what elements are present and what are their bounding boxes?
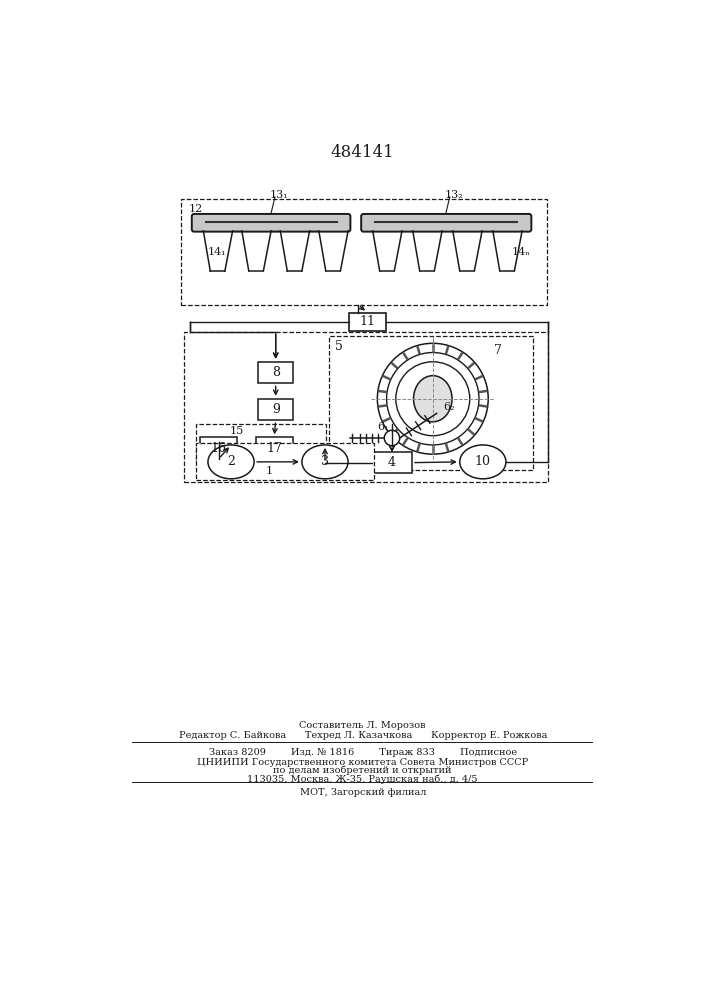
Circle shape: [396, 362, 469, 436]
Text: 16: 16: [211, 442, 227, 455]
Text: 15: 15: [229, 426, 244, 436]
Bar: [181, 199, 547, 305]
Text: 17: 17: [267, 442, 282, 455]
Circle shape: [378, 343, 489, 454]
Text: 9: 9: [271, 403, 280, 416]
Text: 13₁: 13₁: [269, 190, 288, 200]
FancyBboxPatch shape: [361, 214, 532, 232]
Text: МОТ, Загорский филиал: МОТ, Загорский филиал: [300, 788, 426, 797]
Text: по делам изобретений и открытий: по делам изобретений и открытий: [274, 766, 452, 775]
Text: Составитель Л. Морозов: Составитель Л. Морозов: [300, 721, 426, 730]
Circle shape: [385, 430, 399, 446]
Text: 484141: 484141: [331, 144, 395, 161]
Text: 14ₙ: 14ₙ: [512, 247, 531, 257]
Text: 8: 8: [271, 366, 280, 379]
Text: 12: 12: [189, 204, 203, 214]
Bar: [349, 312, 386, 331]
Bar: [329, 336, 533, 470]
Text: 5: 5: [335, 340, 343, 353]
Bar: [258, 399, 293, 420]
Text: 11: 11: [359, 315, 375, 328]
Text: 13₂: 13₂: [444, 190, 463, 200]
Bar: [197, 424, 326, 463]
Text: Редактор С. Байкова      Техред Л. Казачкова      Корректор Е. Рожкова: Редактор С. Байкова Техред Л. Казачкова …: [179, 732, 547, 740]
Text: 3: 3: [321, 455, 329, 468]
Ellipse shape: [208, 445, 254, 479]
Ellipse shape: [460, 445, 506, 479]
Text: ЦНИИПИ Государственного комитета Совета Министров СССР: ЦНИИПИ Государственного комитета Совета …: [197, 758, 528, 767]
Bar: [197, 443, 373, 480]
Bar: [256, 437, 293, 459]
Bar: [372, 452, 412, 473]
Ellipse shape: [414, 376, 452, 422]
Text: 7: 7: [494, 344, 502, 358]
Ellipse shape: [302, 445, 348, 479]
Text: 113035, Москва, Ж-35, Раушская наб., д. 4/5: 113035, Москва, Ж-35, Раушская наб., д. …: [247, 774, 478, 784]
Text: 6₁: 6₁: [377, 422, 388, 432]
Text: 2: 2: [227, 455, 235, 468]
Text: 1: 1: [266, 466, 273, 476]
FancyBboxPatch shape: [192, 214, 351, 232]
Bar: [200, 437, 238, 459]
Text: 4: 4: [388, 456, 396, 469]
Text: 14₁: 14₁: [208, 247, 226, 257]
Circle shape: [387, 353, 479, 445]
Text: Заказ 8209        Изд. № 1816        Тираж 833        Подписное: Заказ 8209 Изд. № 1816 Тираж 833 Подписн…: [209, 748, 517, 757]
Bar: [258, 362, 293, 383]
Text: 6₂: 6₂: [443, 402, 455, 412]
Bar: [184, 332, 549, 482]
Text: 10: 10: [475, 455, 491, 468]
